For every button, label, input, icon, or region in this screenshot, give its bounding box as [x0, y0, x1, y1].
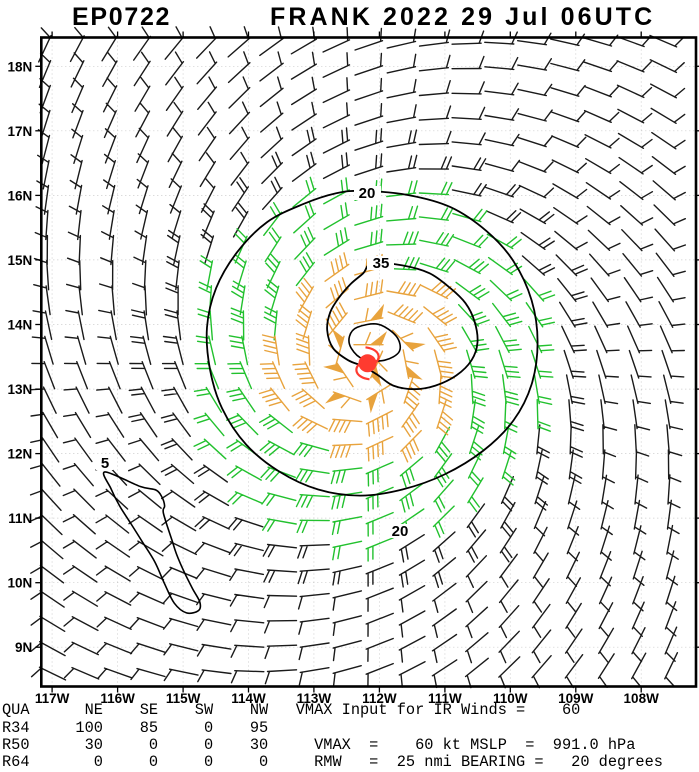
svg-text:13N: 13N: [8, 382, 33, 397]
svg-text:10N: 10N: [8, 576, 33, 591]
svg-text:5: 5: [101, 455, 109, 472]
svg-text:12N: 12N: [8, 447, 33, 462]
svg-text:35: 35: [373, 255, 390, 272]
svg-text:17N: 17N: [8, 124, 33, 139]
svg-text:14N: 14N: [8, 318, 33, 333]
svg-text:9N: 9N: [15, 640, 32, 655]
svg-text:16N: 16N: [8, 188, 33, 203]
svg-text:20: 20: [392, 523, 409, 540]
svg-text:18N: 18N: [8, 59, 33, 74]
svg-text:11N: 11N: [8, 511, 32, 526]
svg-text:15N: 15N: [8, 253, 33, 268]
svg-text:108W: 108W: [624, 691, 660, 706]
svg-text:20: 20: [359, 185, 376, 202]
